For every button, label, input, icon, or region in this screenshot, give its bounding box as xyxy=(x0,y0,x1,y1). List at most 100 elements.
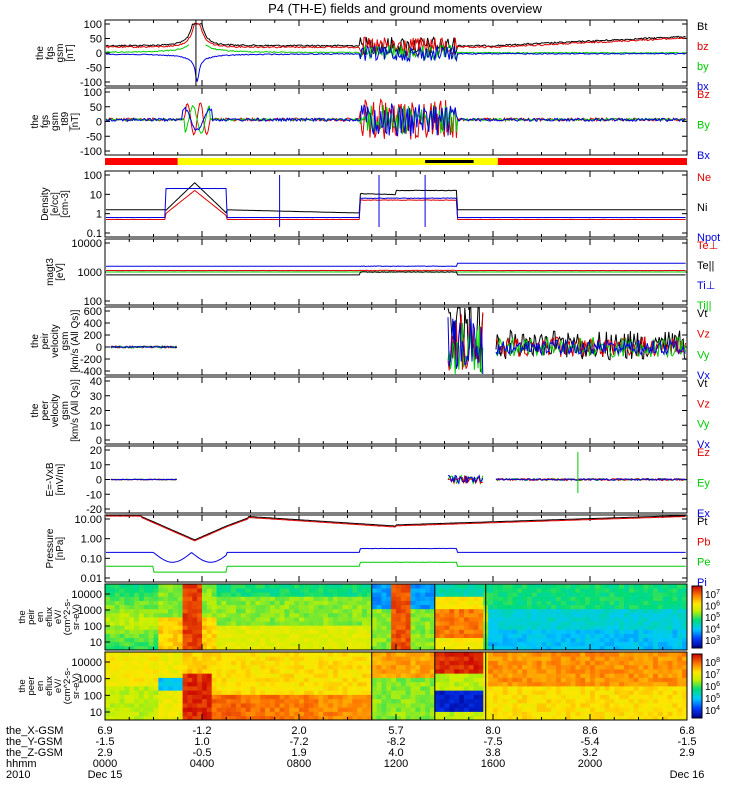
spec-cell xyxy=(177,645,183,651)
spec-cell xyxy=(226,621,232,626)
colorbar-cell xyxy=(692,663,702,666)
spec-cell xyxy=(371,608,377,614)
spec-cell xyxy=(682,621,688,626)
spec-cell xyxy=(502,669,508,674)
spec-cell xyxy=(677,633,683,639)
spec-cell xyxy=(177,673,183,678)
spec-cell xyxy=(677,681,683,687)
spec-cell xyxy=(260,711,266,717)
ytick-label: 0 xyxy=(96,48,102,60)
spec-cell xyxy=(381,686,387,691)
legend-ez: Ez xyxy=(697,447,710,459)
spec-cell xyxy=(682,652,688,657)
spec-cell xyxy=(488,637,494,643)
spec-cell xyxy=(362,584,368,589)
spec-cell xyxy=(197,703,203,708)
spec-cell xyxy=(197,612,203,618)
spec-cell xyxy=(226,588,232,593)
spec-cell xyxy=(265,637,271,643)
spec-cell xyxy=(454,604,460,610)
spec-cell xyxy=(473,584,479,589)
spec-cell xyxy=(531,608,538,614)
spec-cell xyxy=(269,686,276,691)
spec-cell xyxy=(386,588,392,593)
spec-cell xyxy=(497,664,504,670)
spec-cell xyxy=(667,707,673,712)
spec-cell xyxy=(420,637,426,643)
spec-cell xyxy=(323,707,329,712)
spec-cell xyxy=(163,711,169,717)
spec-cell xyxy=(657,584,664,589)
spec-cell xyxy=(362,612,368,618)
spec-cell xyxy=(172,600,179,606)
spec-cell xyxy=(449,600,455,606)
spec-cell xyxy=(473,698,479,704)
spec-cell xyxy=(376,645,382,651)
spec-cell xyxy=(677,656,683,661)
spec-cell xyxy=(332,694,339,700)
spec-cell xyxy=(211,652,217,657)
spec-cell xyxy=(619,629,625,634)
spec-cell xyxy=(129,633,135,639)
spec-cell xyxy=(255,669,261,674)
spec-cell xyxy=(352,592,358,597)
spec-cell xyxy=(284,621,290,626)
spec-cell xyxy=(507,604,513,610)
spec-cell xyxy=(415,637,421,643)
spec-cell xyxy=(265,612,271,618)
spec-cell xyxy=(303,608,310,614)
spec-cell xyxy=(648,617,654,622)
spec-cell xyxy=(202,596,208,601)
spec-cell xyxy=(396,681,402,687)
legend-bt: Bt xyxy=(697,21,707,33)
spec-cell xyxy=(672,703,678,708)
spec-cell xyxy=(609,681,615,687)
spec-cell xyxy=(653,707,659,712)
spec-cell xyxy=(560,633,567,639)
spec-cell xyxy=(468,629,474,634)
spec-cell xyxy=(347,592,353,597)
spec-cell xyxy=(648,588,654,593)
spec-cell xyxy=(134,633,140,639)
spec-cell xyxy=(163,625,169,630)
spec-cell xyxy=(153,629,159,634)
spec-cell xyxy=(546,652,552,657)
spec-cell xyxy=(303,592,310,597)
spec-cell xyxy=(454,711,460,717)
spec-cell xyxy=(657,656,664,661)
spec-cell xyxy=(138,608,145,614)
spec-cell xyxy=(444,600,450,606)
spec-cell xyxy=(638,604,644,610)
spec-cell xyxy=(682,673,688,678)
spec-cell xyxy=(653,660,659,666)
spec-cell xyxy=(255,673,261,678)
spec-cell xyxy=(570,669,576,674)
spec-cell xyxy=(362,669,368,674)
spec-cell xyxy=(143,669,150,674)
spec-cell xyxy=(633,694,639,700)
spec-cell xyxy=(556,707,562,712)
spec-cell xyxy=(342,711,348,717)
spec-cell xyxy=(599,656,605,661)
xaxis-y-value: -1.5 xyxy=(96,736,115,748)
spec-cell xyxy=(662,703,668,708)
spec-cell xyxy=(269,652,276,657)
spec-cell xyxy=(294,629,300,634)
spec-cell xyxy=(551,600,557,606)
spec-cell xyxy=(105,592,111,597)
spec-cell xyxy=(362,686,368,691)
colorbar-cell xyxy=(692,698,702,701)
spec-cell xyxy=(129,703,135,708)
spec-cell xyxy=(585,641,591,647)
spec-cell xyxy=(677,715,683,721)
spec-cell xyxy=(269,669,276,674)
spec-cell xyxy=(560,711,567,717)
spec-cell xyxy=(313,656,319,661)
spec-cell xyxy=(565,673,571,678)
spec-cell xyxy=(269,612,276,618)
spec-cell xyxy=(250,677,256,683)
spec-cell xyxy=(211,621,217,626)
spec-cell xyxy=(347,637,353,643)
spec-cell xyxy=(415,621,421,626)
spec-cell xyxy=(391,694,397,700)
